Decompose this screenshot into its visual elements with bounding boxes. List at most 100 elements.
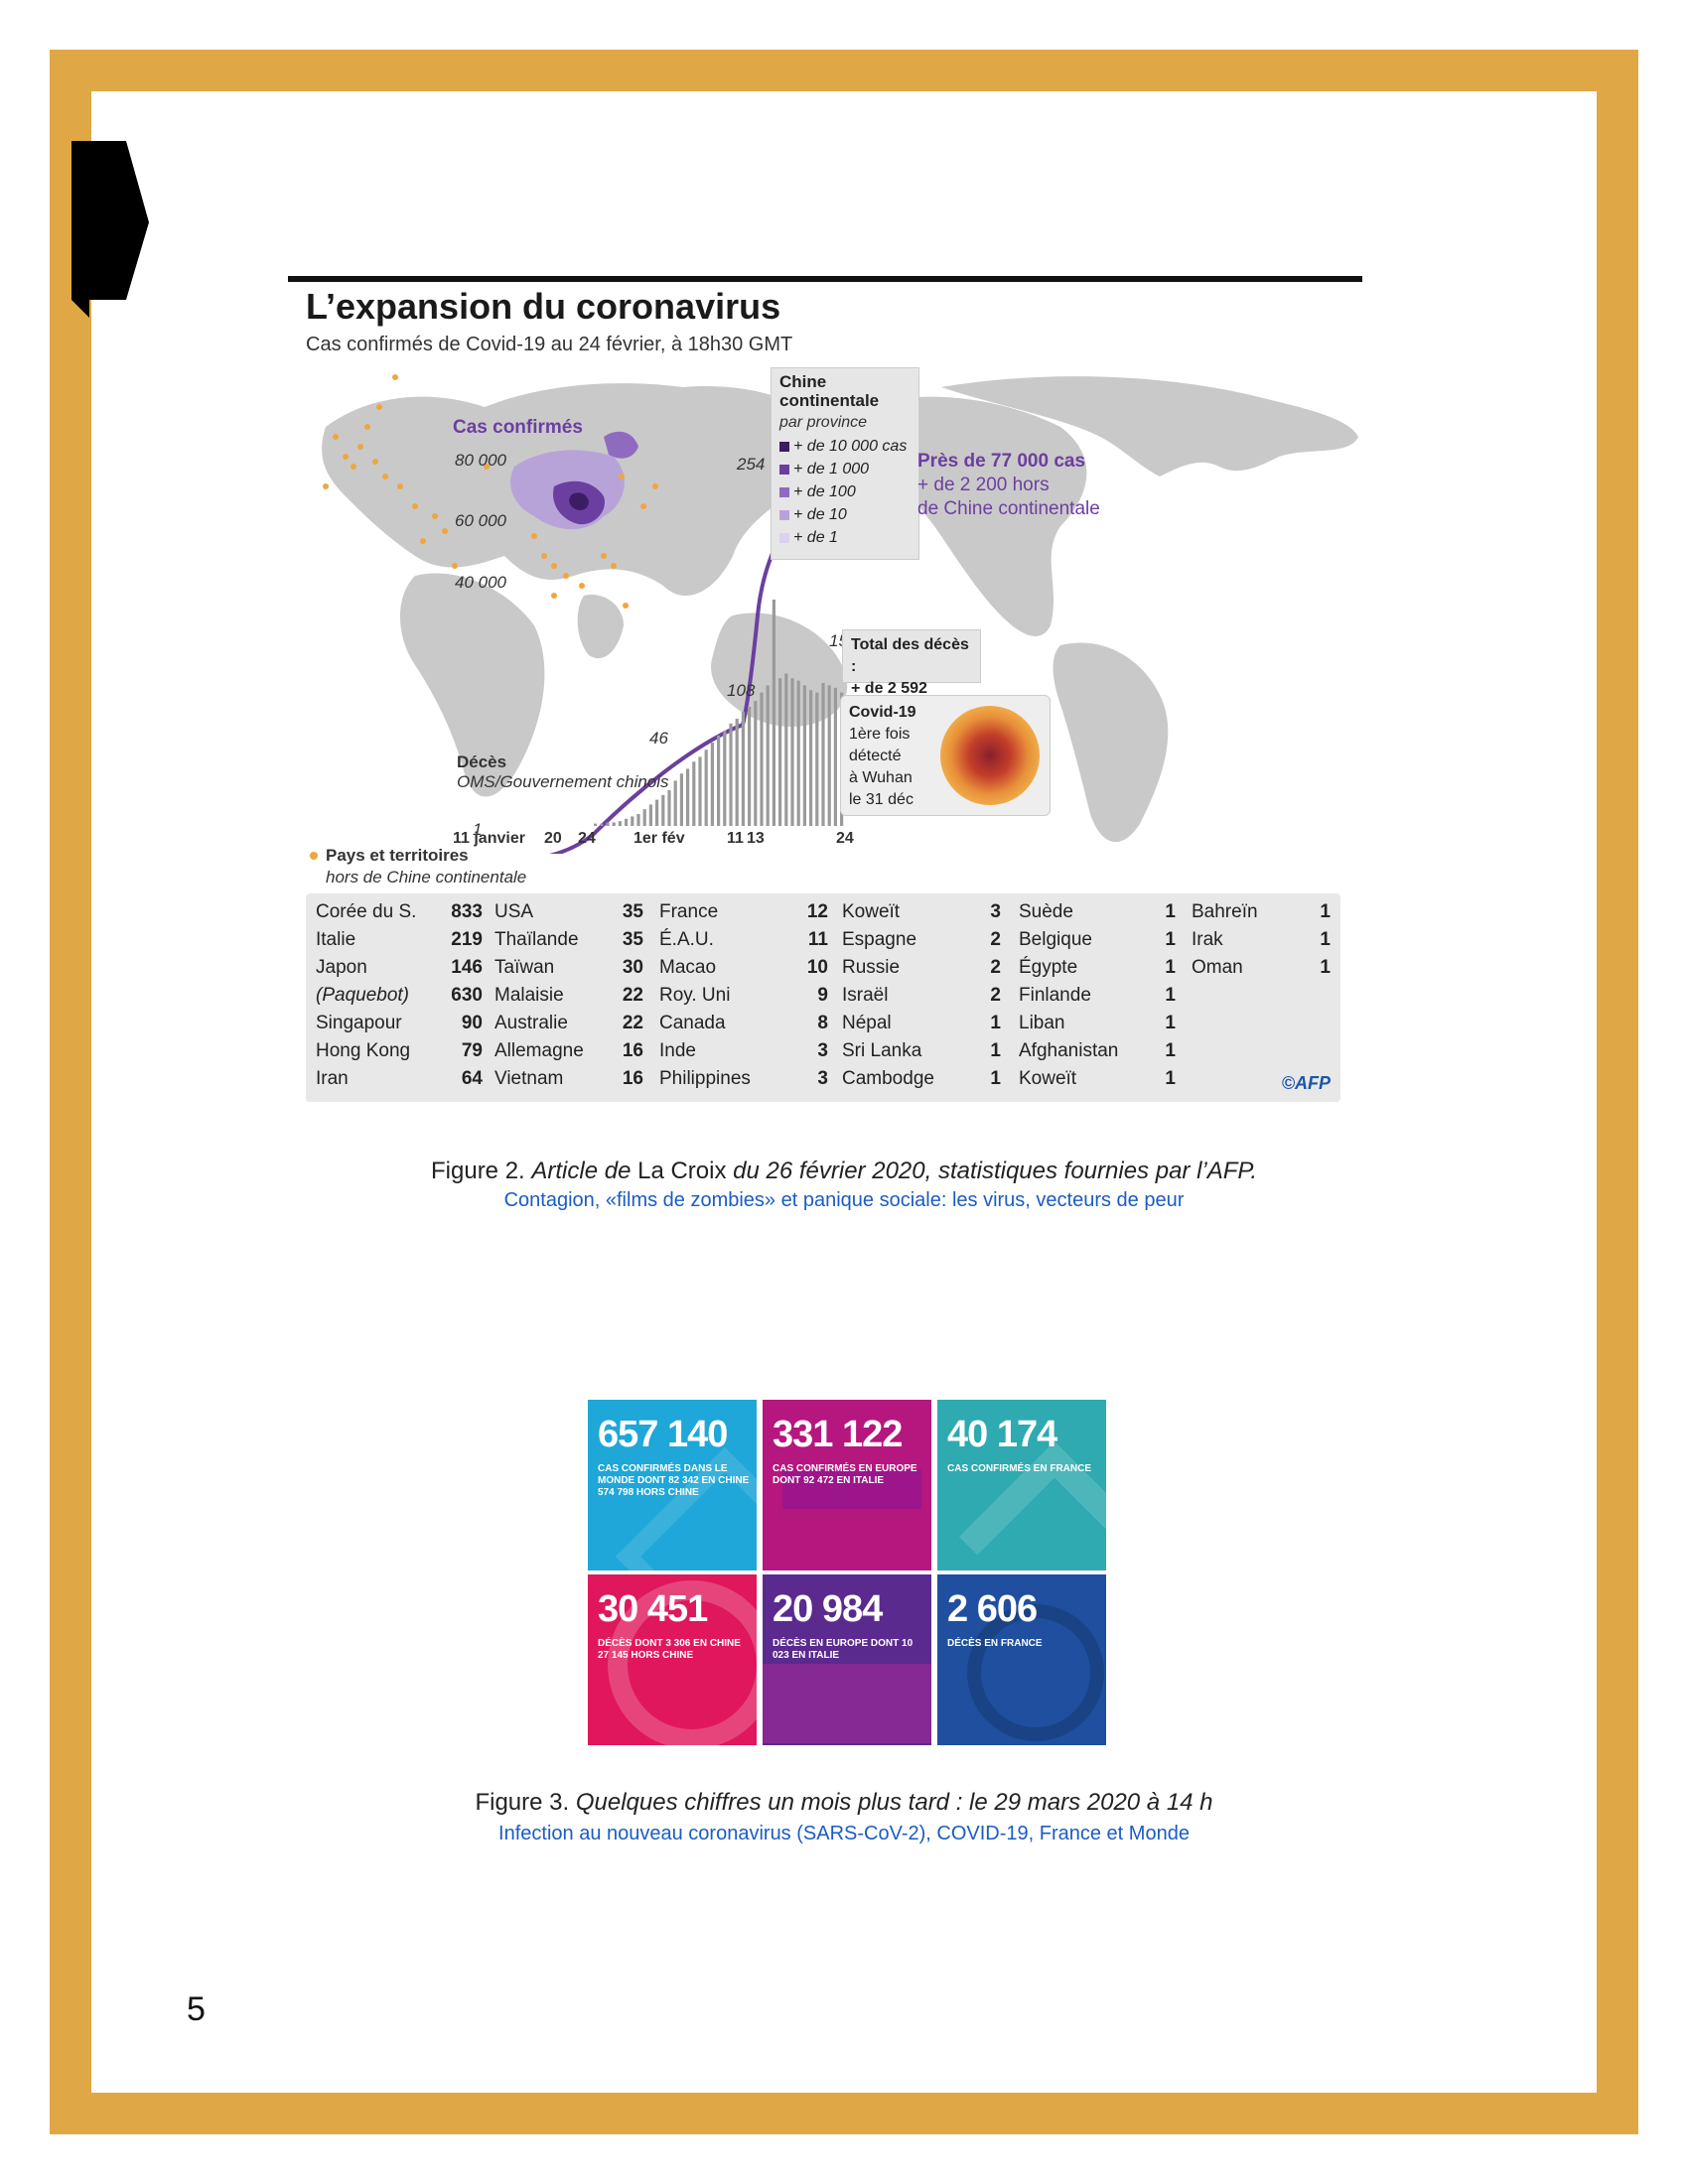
table-row: Thaïlande 35 [494, 929, 643, 957]
china-provinces [510, 431, 638, 530]
deaths-label: Décès [457, 752, 507, 771]
covid-info-box: Covid-19 1ère fois détecté à Wuhan le 31… [840, 695, 1051, 816]
caption-italic-end: du 26 février 2020, statistiques fournie… [733, 1158, 1257, 1184]
country-name: Inde [659, 1040, 696, 1061]
table-row: Allemagne 16 [494, 1040, 643, 1068]
country-count: 1 [990, 1068, 1001, 1089]
country-count: 1 [1165, 1013, 1176, 1033]
table-row: Sri Lanka 1 [842, 1040, 1001, 1068]
death-bar [802, 685, 806, 826]
country-name: Hong Kong [316, 1040, 411, 1061]
country-name: Allemagne [494, 1040, 584, 1061]
table-row: Finlande 1 [1019, 985, 1176, 1013]
death-bar [748, 707, 752, 826]
country-name: Australie [494, 1013, 568, 1033]
x-label-24: 24 [578, 830, 596, 847]
country-name: Corée du S. [316, 901, 417, 922]
legend-label: + de 1 000 [793, 461, 870, 478]
death-bar [790, 678, 794, 826]
table-row: Roy. Uni 9 [659, 985, 828, 1013]
tile-world-cases: 657 140 Cas confirmés dans le monde dont… [588, 1400, 757, 1570]
table-row: Italie 219 [316, 929, 483, 957]
country-name: Singapour [316, 1013, 402, 1033]
country-dot [601, 553, 607, 559]
country-count: 22 [622, 985, 643, 1006]
country-name: Israël [842, 985, 889, 1006]
caption-prefix: Figure 2. [431, 1158, 532, 1184]
country-dot [619, 474, 625, 479]
country-count: 22 [622, 1013, 643, 1033]
table-column: Corée du S. 833 Italie 219 Japon 146 (Paquebot… [316, 901, 483, 1096]
legend-item: + de 100 [779, 483, 856, 501]
table-row: Macao 10 [659, 957, 828, 985]
table-column: France 12 É.A.U. 11 Macao 10 Roy. Uni 9 Canada 8 I… [659, 901, 828, 1096]
tile-number: 20 984 [773, 1588, 883, 1630]
total-deaths-box: Total des décès : + de 2 592 [842, 629, 981, 697]
tile-desc: Décès dont 3 306 en Chine 27 145 hors Ch… [598, 1638, 741, 1661]
table-row: Taïwan 30 [494, 957, 643, 985]
country-count: 79 [461, 1040, 483, 1061]
country-name: Espagne [842, 929, 917, 950]
figure-3-caption: Figure 3. Quelques chiffres un mois plus… [0, 1789, 1688, 1817]
legend-swatch [779, 441, 789, 452]
country-dot [357, 444, 363, 450]
legend-item: + de 1 [779, 529, 838, 547]
table-column: USA 35 Thaïlande 35 Taïwan 30 Malaisie 22 Austra… [494, 901, 643, 1096]
table-row: Liban 1 [1019, 1013, 1176, 1040]
death-bar [648, 804, 652, 826]
death-bar [642, 809, 646, 826]
country-name: Cambodge [842, 1068, 934, 1089]
covid-line4: à Wuhan [849, 769, 913, 786]
legend-swatch [779, 486, 789, 497]
table-row: Vietnam 16 [494, 1068, 643, 1096]
country-count: 90 [461, 1013, 483, 1033]
x-label-11: 11 [727, 830, 744, 847]
table-row: Malaisie 22 [494, 985, 643, 1013]
table-row: Bahreïn 1 [1192, 901, 1331, 929]
death-bar [778, 678, 782, 826]
deaths-source: OMS/Gouvernement chinois [457, 772, 669, 791]
death-bar [772, 600, 775, 826]
y-tick-60000: 60 000 [455, 511, 506, 530]
headline-sub1: + de 2 200 hors [917, 475, 1050, 495]
figure-3-source-link[interactable]: Infection au nouveau coronavirus (SARS-C… [498, 1823, 1190, 1844]
tile-europe-deaths: 20 984 Décès en Europe dont 10 023 en It… [763, 1574, 931, 1745]
death-bar [594, 823, 598, 826]
table-row: Corée du S. 833 [316, 901, 483, 929]
death-bar [606, 822, 610, 826]
figure-2-source-link[interactable]: Contagion, «films de zombies» et panique… [503, 1189, 1185, 1211]
country-count: 630 [451, 985, 483, 1006]
total-deaths-value: + de 2 592 [851, 680, 927, 697]
tile-desc: Décès en France [947, 1638, 1043, 1649]
table-row: Inde 3 [659, 1040, 828, 1068]
death-bar [618, 821, 622, 826]
country-count: 1 [1165, 1068, 1176, 1089]
country-name: É.A.U. [659, 929, 714, 950]
country-count: 833 [451, 901, 483, 922]
country-count: 12 [806, 901, 828, 922]
country-name: Irak [1192, 929, 1223, 950]
country-dot [611, 563, 617, 569]
table-row: Hong Kong 79 [316, 1040, 483, 1068]
infographic-title: L’expansion du coronavirus [306, 286, 781, 327]
tile-desc: Cas confirmés en Europe dont 92 472 en I… [773, 1463, 917, 1486]
country-name: Liban [1019, 1013, 1065, 1033]
china-legend: Chine continentale par province + de 10 … [771, 367, 919, 560]
x-label-13: 13 [747, 830, 765, 847]
country-dot [652, 483, 658, 489]
dot-legend-marker [310, 852, 318, 860]
death-bar [717, 735, 721, 826]
country-name: Koweït [1019, 1068, 1077, 1089]
covid-line3: détecté [849, 748, 902, 764]
country-count: 1 [990, 1040, 1001, 1061]
country-dot [323, 483, 329, 489]
table-row: Belgique 1 [1019, 929, 1176, 957]
legend-swatch [779, 509, 789, 520]
table-row: Japon 146 [316, 957, 483, 985]
chevron-marker-icon [71, 141, 149, 318]
table-row: Cambodge 1 [842, 1068, 1001, 1096]
country-count: 1 [1165, 929, 1176, 950]
country-count: 10 [806, 957, 828, 978]
tile-desc: Cas confirmés dans le monde dont 82 342 … [598, 1463, 750, 1498]
country-name: Népal [842, 1013, 892, 1033]
